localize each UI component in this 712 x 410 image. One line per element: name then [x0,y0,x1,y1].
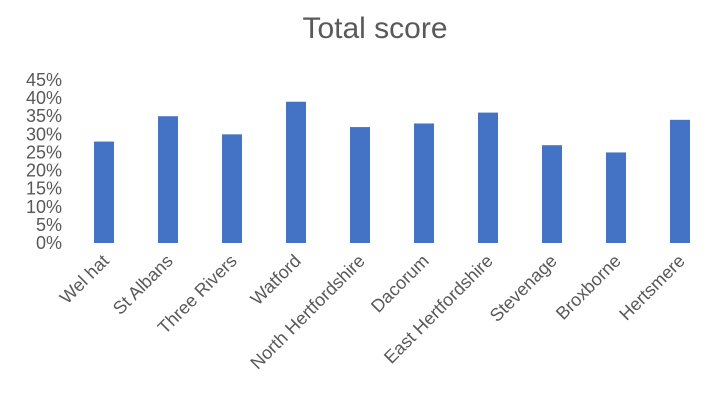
y-tick-label: 20% [26,161,62,181]
x-tick-label: Wel hat [56,251,113,308]
x-tick-label: Stevenage [486,251,561,326]
bar [158,116,178,243]
bar [606,152,626,243]
bar [478,112,498,243]
x-tick-label: St Albans [109,251,177,319]
x-tick-label: East Hertfordshire [380,251,497,368]
bar [542,145,562,243]
bar [222,134,242,243]
bar [670,119,690,243]
x-tick-label: Dacorum [367,251,433,317]
y-tick-label: 30% [26,124,62,144]
y-tick-label: 40% [26,88,62,108]
chart-title: Total score [302,12,447,45]
bars [94,101,690,243]
y-tick-label: 15% [26,179,62,199]
x-tick-label: Hertsmere [615,251,689,325]
y-tick-label: 35% [26,106,62,126]
y-tick-label: 10% [26,197,62,217]
y-tick-label: 25% [26,142,62,162]
bar [414,123,434,243]
bar [286,101,306,243]
y-tick-label: 45% [26,70,62,90]
y-tick-label: 5% [36,215,62,235]
bar [350,127,370,243]
x-tick-label: North Hertfordshire [246,251,368,373]
x-tick-label: Watford [247,251,305,309]
y-tick-label: 0% [36,233,62,253]
bar [94,141,114,243]
y-axis-ticks: 0%5%10%15%20%25%30%35%40%45% [26,70,62,253]
x-tick-label: Broxborne [552,251,625,324]
